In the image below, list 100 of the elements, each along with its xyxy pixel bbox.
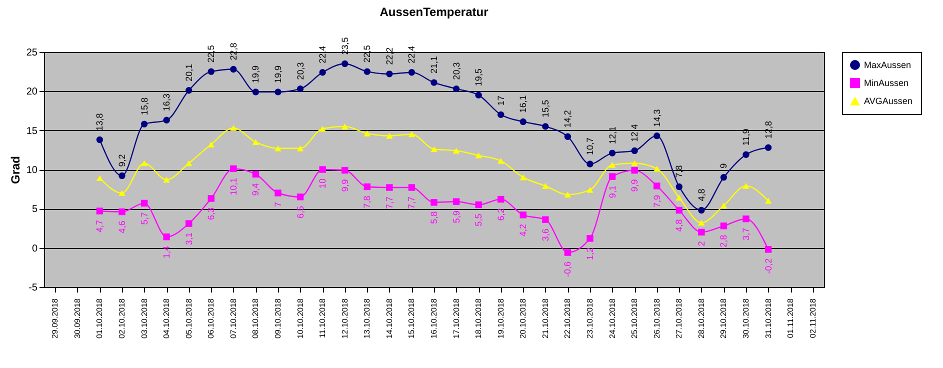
x-tick-label: 01.11.2018 [786, 298, 796, 338]
data-label: 9 [718, 163, 729, 168]
x-tick-label: 22.10.2018 [563, 298, 572, 339]
point [564, 249, 572, 256]
point [274, 190, 282, 196]
point [586, 186, 594, 193]
point [386, 184, 393, 191]
data-label: 9,2 [117, 154, 127, 167]
data-label: 20,3 [451, 62, 462, 80]
point [720, 222, 728, 230]
data-label: 15,8 [139, 98, 150, 116]
point [342, 60, 348, 68]
point [163, 234, 170, 240]
point [186, 160, 192, 166]
data-label: 14,2 [562, 110, 573, 128]
data-label: 10 [318, 178, 328, 189]
point [319, 69, 326, 76]
point [631, 166, 638, 174]
data-label: 7,8 [362, 196, 372, 208]
y-tick-label: 15 [26, 126, 38, 137]
x-tick-label: 30.10.2018 [742, 298, 750, 339]
point [252, 170, 260, 178]
y-tick-label: 20 [26, 86, 38, 98]
data-label: 9,9 [340, 179, 350, 192]
data-label: 4,2 [518, 224, 528, 236]
data-label: 7 [273, 202, 283, 208]
point [364, 130, 370, 136]
data-label: 4,6 [117, 220, 127, 234]
data-label: 5,8 [429, 211, 439, 224]
point [608, 173, 616, 180]
point [96, 208, 104, 214]
data-label: 17 [496, 96, 506, 106]
x-tick-label: 08.10.2018 [251, 298, 260, 339]
point [342, 166, 348, 174]
x-tick-label: 21.10.2018 [540, 298, 550, 339]
point [631, 147, 638, 154]
point [586, 160, 594, 168]
x-tick-label: 29.09.2018 [50, 298, 60, 339]
point [676, 206, 682, 214]
point [475, 152, 482, 158]
data-label: 19,9 [273, 65, 283, 83]
data-label: 9,9 [630, 179, 640, 192]
x-tick-label: 11.10.2018 [318, 298, 328, 338]
point [654, 182, 660, 190]
y-tick-label: -5 [28, 282, 38, 294]
x-tick-label: 12.10.2018 [340, 298, 350, 339]
x-tick-label: 29.10.2018 [719, 298, 728, 339]
data-label: 6,5 [295, 206, 306, 218]
point [163, 116, 170, 124]
point [118, 172, 126, 180]
data-label: 20,1 [184, 64, 194, 82]
data-label: 9,4 [250, 183, 261, 196]
data-label: 16,1 [518, 95, 528, 113]
data-label: 2,8 [718, 234, 729, 248]
data-label: -0,2 [763, 258, 774, 274]
point [608, 150, 616, 156]
data-label: 3,1 [184, 232, 194, 246]
point [430, 146, 438, 152]
data-label: -0,6 [562, 262, 573, 278]
point [676, 183, 682, 190]
point [96, 136, 104, 144]
data-label: 2 [696, 241, 706, 246]
point [274, 88, 282, 96]
point [186, 220, 192, 227]
point [654, 166, 660, 172]
point [208, 142, 214, 148]
point [118, 190, 126, 196]
point [452, 148, 460, 154]
point [631, 160, 638, 166]
data-label: 10,7 [585, 137, 595, 156]
point [319, 166, 326, 173]
point [720, 202, 728, 208]
point [296, 85, 304, 92]
data-label: 19,9 [250, 65, 261, 83]
data-label: 15,5 [540, 100, 550, 118]
x-tick-label: 15.10.2018 [407, 298, 416, 339]
y-tick-label: 25 [26, 48, 38, 58]
point [542, 123, 549, 130]
y-tick-label: 5 [32, 204, 38, 216]
data-label: 4,7 [94, 220, 105, 233]
point [542, 183, 549, 189]
point [698, 228, 705, 236]
x-tick-label: 05.10.2018 [184, 298, 194, 339]
x-tick-label: 17.10.2018 [452, 298, 461, 339]
x-tick-label: 09.10.2018 [274, 298, 282, 339]
x-tick-label: 03.10.2018 [140, 298, 149, 339]
point [408, 184, 416, 191]
point [452, 198, 460, 205]
data-label: 6,2 [496, 208, 506, 221]
point [386, 70, 393, 78]
x-tick-label: 10.10.2018 [296, 298, 305, 339]
legend-label: MinAussen [864, 78, 909, 88]
x-tick-label: 14.10.2018 [384, 298, 394, 339]
point [230, 125, 237, 131]
x-tick-label: 07.10.2018 [228, 298, 238, 339]
point [564, 133, 572, 140]
data-label: 4,8 [696, 188, 706, 202]
point [764, 198, 772, 204]
data-label: 1,4 [162, 246, 172, 258]
point [252, 139, 260, 145]
